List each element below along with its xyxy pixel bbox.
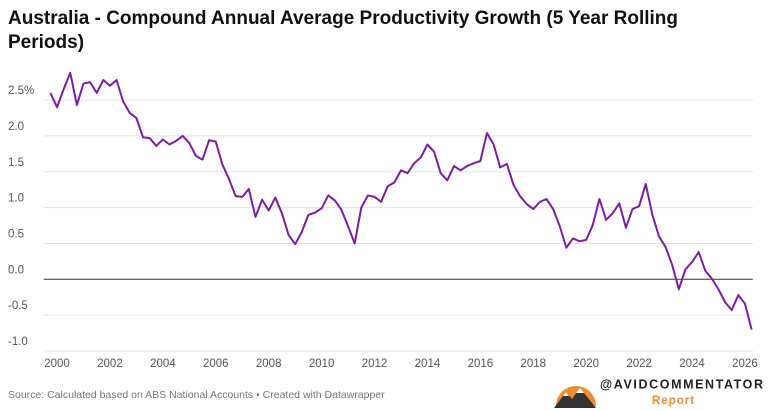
x-tick-label: 2022	[626, 358, 652, 370]
x-tick-label: 2014	[415, 358, 441, 370]
logo-mountains	[554, 388, 596, 408]
y-tick-label: 1.5	[8, 157, 24, 169]
x-tick-label: 2002	[97, 358, 123, 370]
x-tick-label: 2008	[256, 358, 282, 370]
x-tick-label: 2016	[468, 358, 494, 370]
x-tick-label: 2006	[203, 358, 229, 370]
x-tick-label: 2004	[150, 358, 176, 370]
x-tick-label: 2026	[732, 358, 758, 370]
y-tick-label: -1.0	[8, 336, 28, 348]
logo-text: @AVIDCOMMENTATOR	[600, 377, 765, 391]
x-tick-label: 2012	[362, 358, 388, 370]
y-tick-label: 2.5%	[8, 85, 34, 97]
logo-snow	[563, 388, 584, 396]
x-tick-label: 2024	[679, 358, 705, 370]
y-tick-label: 1.0	[8, 193, 24, 205]
y-tick-label: 0.5	[8, 228, 24, 240]
y-tick-label: -0.5	[8, 300, 28, 312]
x-tick-label: 2020	[573, 358, 599, 370]
y-tick-label: 2.0	[8, 121, 24, 133]
logo-subtext: Report	[652, 395, 695, 407]
chart-title: Australia - Compound Annual Average Prod…	[8, 8, 679, 53]
x-tick-label: 2018	[520, 358, 546, 370]
logo: @AVIDCOMMENTATOR Report	[554, 377, 765, 408]
y-tick-label: 0.0	[8, 264, 24, 276]
data-line	[49, 71, 753, 330]
source-note: Source: Calculated based on ABS National…	[8, 389, 385, 401]
x-tick-label: 2010	[309, 358, 335, 370]
x-tick-label: 2000	[44, 358, 70, 370]
